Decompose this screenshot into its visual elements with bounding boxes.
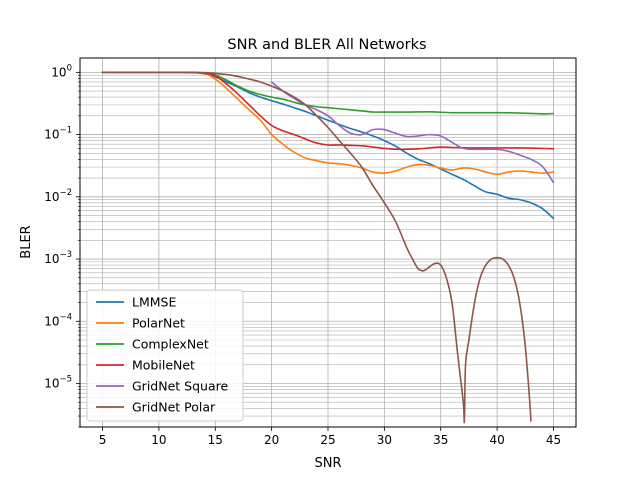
series-line-gridnet-polar xyxy=(101,71,532,424)
legend: LMMSE PolarNet ComplexNet MobileNet GridNet … xyxy=(86,289,244,422)
y-tick-label: 10−1 xyxy=(44,126,72,142)
x-tick-label: 40 xyxy=(489,433,504,447)
data-series xyxy=(101,71,555,424)
legend-label: GridNet Square xyxy=(132,379,228,394)
legend-label: MobileNet xyxy=(132,358,195,373)
x-axis-label: SNR xyxy=(314,456,341,471)
x-tick-label: 45 xyxy=(546,433,561,447)
x-tick-label: 10 xyxy=(151,433,166,447)
y-tick-label: 10−4 xyxy=(44,312,72,328)
legend-label: PolarNet xyxy=(132,316,185,331)
series-line-gridnet-square xyxy=(270,81,555,184)
x-tick-label: 20 xyxy=(264,433,279,447)
x-tick-label: 25 xyxy=(320,433,335,447)
y-axis-ticks: 100 10−1 10−2 10−3 10−4 10−5 xyxy=(44,63,80,428)
x-tick-label: 35 xyxy=(433,433,448,447)
y-tick-label: 100 xyxy=(51,63,72,79)
legend-label: LMMSE xyxy=(132,295,176,310)
y-tick-label: 10−3 xyxy=(44,250,72,266)
x-tick-label: 5 xyxy=(99,433,107,447)
series-line-complexnet xyxy=(101,71,555,115)
legend-label: GridNet Polar xyxy=(132,400,216,415)
y-tick-label: 10−2 xyxy=(44,188,72,204)
y-axis-label: BLER xyxy=(19,225,34,258)
legend-box xyxy=(86,289,244,422)
series-line-mobilenet xyxy=(101,71,555,151)
x-tick-label: 30 xyxy=(377,433,392,447)
legend-label: ComplexNet xyxy=(132,337,209,352)
series-line-lmmse xyxy=(101,71,555,220)
x-tick-label: 15 xyxy=(208,433,223,447)
x-axis-ticks: 5 10 15 20 25 30 35 40 45 xyxy=(99,427,561,447)
y-tick-label: 10−5 xyxy=(44,375,72,391)
chart-title: SNR and BLER All Networks xyxy=(227,37,426,53)
